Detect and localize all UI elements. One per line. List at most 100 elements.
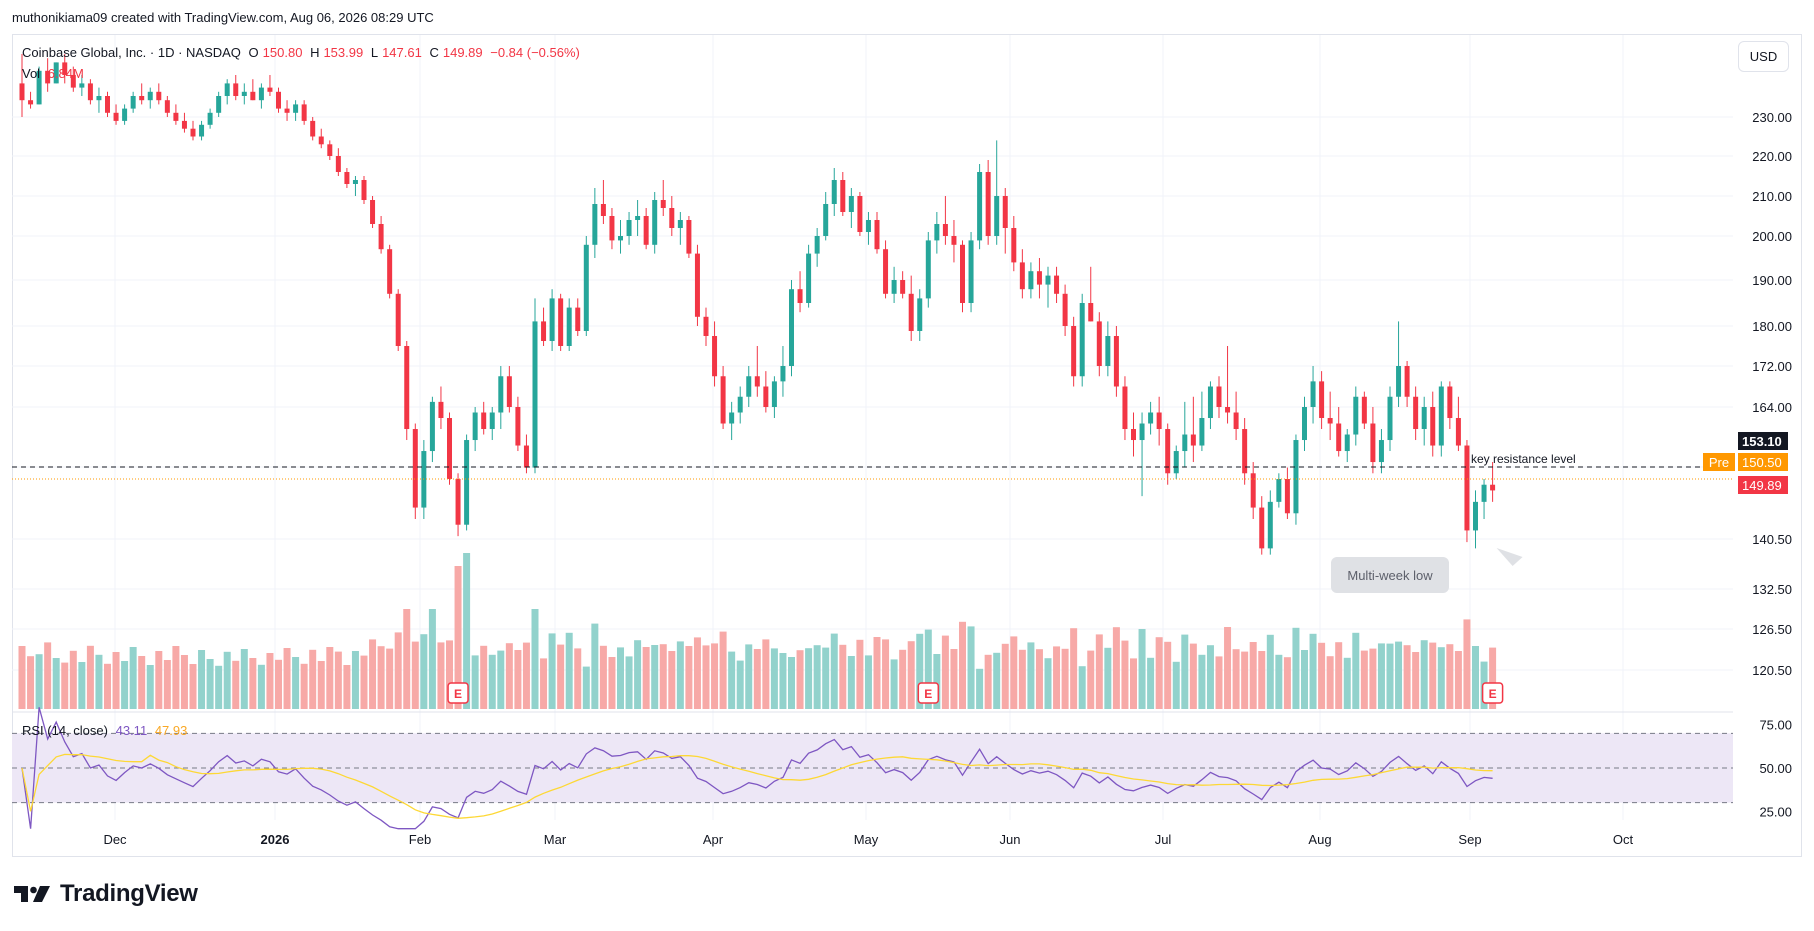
- candle-body: [823, 204, 829, 236]
- volume-bar: [1489, 647, 1497, 709]
- candle-body: [942, 224, 948, 236]
- volume-bar: [753, 649, 761, 709]
- volume-bar: [454, 566, 462, 709]
- volume-bar: [967, 626, 975, 709]
- candle-body: [703, 316, 709, 336]
- rsi-label[interactable]: RSI (14, close): [22, 723, 108, 738]
- volume-bar: [1318, 642, 1326, 709]
- volume-bar: [959, 621, 966, 709]
- multi-week-low-callout[interactable]: Multi-week low: [1331, 557, 1449, 593]
- volume-bar: [1454, 651, 1462, 709]
- tradingview-logo[interactable]: TradingView: [14, 880, 198, 908]
- volume-bar: [1463, 619, 1471, 709]
- candle-body: [797, 289, 803, 303]
- candle-body: [1216, 386, 1222, 407]
- volume-bar: [591, 623, 599, 709]
- volume-bar: [121, 661, 129, 709]
- candle-body: [1071, 326, 1077, 377]
- candle-body: [404, 346, 410, 430]
- candle-body: [763, 386, 769, 407]
- volume-bar: [1172, 661, 1180, 709]
- candle-body: [62, 62, 68, 75]
- volume-bar: [86, 645, 94, 709]
- time-axis-label: Feb: [409, 832, 431, 847]
- volume-bar: [411, 641, 419, 709]
- time-axis-label: Mar: [544, 832, 567, 847]
- volume-bar: [249, 658, 257, 709]
- volume-bar: [206, 659, 214, 709]
- volume-bar: [1189, 643, 1197, 709]
- candle-body: [96, 96, 102, 101]
- candle-body: [677, 220, 683, 228]
- candle-body: [455, 479, 461, 525]
- candle-body: [1336, 423, 1342, 452]
- candle-body: [652, 200, 658, 245]
- candle-body: [609, 216, 615, 241]
- volume-bar: [95, 654, 103, 709]
- candle-body: [122, 108, 128, 121]
- volume-bar: [351, 651, 359, 709]
- candle-body: [1430, 407, 1436, 446]
- rsi-value: 43.11: [115, 723, 148, 738]
- volume-group: [18, 553, 1497, 709]
- volume-bar: [69, 650, 77, 709]
- candle-body: [301, 104, 307, 121]
- price-axis-label: 164.00: [1752, 400, 1792, 415]
- time-axis-label: Apr: [703, 832, 724, 847]
- volume-bar: [428, 609, 436, 709]
- candle-body: [1404, 366, 1410, 397]
- candle-body: [1370, 423, 1376, 463]
- volume-bar: [369, 639, 377, 709]
- candle-body: [1421, 407, 1427, 430]
- volume-bar: [651, 645, 659, 709]
- volume-bar: [1360, 650, 1368, 709]
- symbol-name[interactable]: Coinbase Global, Inc. · 1D · NASDAQ: [22, 45, 241, 60]
- earnings-marker-label: E: [1489, 687, 1497, 701]
- volume-bar: [1249, 642, 1257, 709]
- volume-bar: [1138, 629, 1146, 709]
- candle-body: [53, 62, 59, 84]
- volume-bar: [736, 660, 744, 709]
- volume-bar: [420, 634, 428, 709]
- rsi-line: [21, 707, 1493, 830]
- volume-bar: [1087, 650, 1095, 709]
- candle-body: [130, 96, 136, 109]
- candle-body: [1396, 366, 1402, 397]
- candle-body: [1113, 336, 1119, 387]
- price-axis-label: 200.00: [1752, 229, 1792, 244]
- candle-body: [489, 412, 495, 430]
- candle-body: [951, 236, 957, 245]
- candle-body: [224, 83, 230, 96]
- volume-bar: [557, 644, 565, 709]
- chart-panel[interactable]: [12, 34, 1802, 857]
- candle-body: [1242, 429, 1248, 474]
- volume-bar: [471, 655, 479, 709]
- volume-bar: [711, 643, 719, 709]
- candle-body: [600, 204, 606, 216]
- volume-bar: [1326, 656, 1334, 709]
- candle-body: [113, 112, 119, 121]
- candle-body: [498, 376, 504, 413]
- volume-bar: [317, 661, 325, 709]
- volume-bar: [1104, 647, 1112, 709]
- candle-body: [1062, 293, 1068, 326]
- volume-bar: [1070, 628, 1078, 709]
- price-axis-label: 140.50: [1752, 532, 1792, 547]
- volume-bar: [1369, 648, 1377, 709]
- volume-bar: [548, 633, 556, 709]
- volume-bar: [1266, 634, 1274, 709]
- candle-body: [1054, 275, 1060, 294]
- rsi-axis-label: 75.00: [1759, 718, 1792, 733]
- time-axis-label: Jun: [1000, 832, 1021, 847]
- candle-body: [1344, 434, 1350, 452]
- volume-bar: [702, 645, 710, 709]
- volume-bar: [1241, 651, 1249, 709]
- attribution-text: muthonikiama09 created with TradingView.…: [12, 10, 434, 25]
- candle-body: [874, 220, 880, 250]
- currency-button[interactable]: USD: [1738, 41, 1789, 72]
- candle-body: [1387, 396, 1393, 441]
- candle-body: [643, 216, 649, 245]
- volume-bar: [864, 655, 872, 709]
- volume-bar: [1061, 648, 1069, 709]
